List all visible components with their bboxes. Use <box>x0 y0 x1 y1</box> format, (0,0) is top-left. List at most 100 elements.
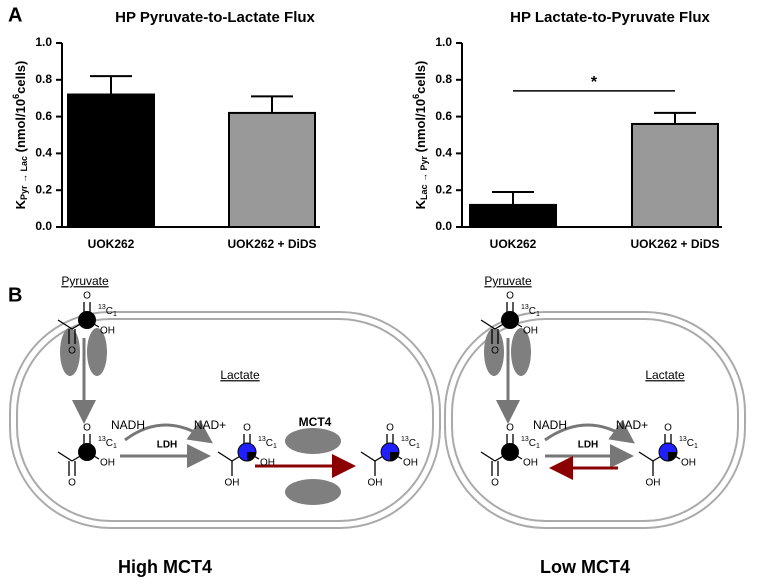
y-tick-label: 0.6 <box>35 109 52 123</box>
carbon <box>501 443 519 461</box>
atom: 13C1 <box>679 436 698 450</box>
atom: 13 <box>258 436 266 443</box>
atom: 13 <box>521 436 529 443</box>
y-axis-label-part: 6 <box>411 94 421 99</box>
x-tick-label: UOK262 + DiDS <box>630 237 719 251</box>
carbon <box>668 452 677 461</box>
atom: C <box>687 438 694 449</box>
x-tick-label: UOK262 <box>88 237 135 251</box>
cell-membrane <box>9 311 746 529</box>
y-tick-label: 0.0 <box>35 219 52 233</box>
panel-label: A <box>8 4 22 26</box>
atom: C <box>106 438 113 449</box>
atom: 1 <box>536 311 540 318</box>
carbon <box>390 452 399 461</box>
y-tick-label: 0.2 <box>35 182 52 196</box>
bar <box>469 203 557 228</box>
y-axis-label-part: cells) <box>13 61 28 94</box>
x-tick-label: UOK262 + DiDS <box>227 237 316 251</box>
arrows <box>72 338 635 480</box>
atom: O <box>491 346 499 357</box>
bar <box>67 93 155 228</box>
carbon <box>78 311 96 329</box>
atom: 13C1 <box>98 304 117 318</box>
carbon <box>247 452 256 461</box>
chart-title: HP Pyruvate-to-Lactate Flux <box>115 9 315 26</box>
atom: OH <box>368 478 383 489</box>
atom: 13C1 <box>98 436 117 450</box>
y-tick-label: 0.2 <box>435 182 452 196</box>
y-axis-label-part: K <box>13 199 28 209</box>
atom: 13 <box>98 436 106 443</box>
bond <box>480 319 496 330</box>
atom: OH <box>646 478 661 489</box>
atom: 13 <box>679 436 687 443</box>
atom: 13C1 <box>401 436 420 450</box>
label: LDH <box>157 440 178 451</box>
label: Lactate <box>220 368 260 382</box>
atom: OH <box>260 458 275 469</box>
atom: O <box>386 423 394 434</box>
atom: O <box>68 346 76 357</box>
atom: C <box>106 306 113 317</box>
cell-title: High MCT4 <box>118 557 212 577</box>
y-axis-label-part: 6 <box>11 94 21 99</box>
atom: C <box>409 438 416 449</box>
label: NADH <box>111 418 145 432</box>
atom: C <box>266 438 273 449</box>
y-tick-label: 1.0 <box>35 35 52 49</box>
atom: 1 <box>273 443 277 450</box>
y-axis-label-part: K <box>413 199 428 209</box>
atom: C <box>529 306 536 317</box>
atom: O <box>491 478 499 489</box>
panel-label: B <box>8 284 22 306</box>
y-tick-label: 0.8 <box>35 72 52 86</box>
y-tick-label: 0.6 <box>435 109 452 123</box>
atom: O <box>506 423 514 434</box>
atom: OH <box>403 458 418 469</box>
label: NAD+ <box>616 418 648 432</box>
carbon <box>501 311 519 329</box>
atom: 13C1 <box>521 304 540 318</box>
atom: OH <box>681 458 696 469</box>
atom: 1 <box>416 443 420 450</box>
y-tick-label: 1.0 <box>435 35 452 49</box>
transporters <box>60 328 531 505</box>
atom: 1 <box>694 443 698 450</box>
atom: 1 <box>113 443 117 450</box>
significance-label: * <box>591 74 598 91</box>
y-axis-label-part: (nmol/10 <box>413 99 428 156</box>
atom: O <box>506 291 514 302</box>
x-tick-label: UOK262 <box>490 237 537 251</box>
cell-title: Low MCT4 <box>540 557 630 577</box>
bond <box>360 451 376 462</box>
atom: 13C1 <box>521 436 540 450</box>
label: Pyruvate <box>61 274 109 288</box>
y-axis-label: KPyr → Lac (nmol/106cells) <box>11 61 29 210</box>
carbon <box>78 443 96 461</box>
atom: O <box>664 423 672 434</box>
y-axis-label-part: cells) <box>413 61 428 94</box>
atom: OH <box>523 458 538 469</box>
atom: O <box>243 423 251 434</box>
y-axis-label-part: Lac → Pyr <box>419 155 429 200</box>
label: MCT4 <box>299 415 332 429</box>
atom: OH <box>225 478 240 489</box>
y-tick-label: 0.4 <box>35 146 52 160</box>
label: NADH <box>533 418 567 432</box>
bond <box>217 451 233 462</box>
atom: 13 <box>401 436 409 443</box>
atom: C <box>529 438 536 449</box>
bond <box>638 451 654 462</box>
y-tick-label: 0.8 <box>435 72 452 86</box>
atom: 13 <box>98 304 106 311</box>
label: NAD+ <box>194 418 226 432</box>
atom: O <box>83 423 91 434</box>
atom: O <box>68 478 76 489</box>
bar <box>228 111 316 228</box>
atom: 1 <box>536 443 540 450</box>
atom: O <box>83 291 91 302</box>
atom: OH <box>100 326 115 337</box>
y-tick-label: 0.0 <box>435 219 452 233</box>
atom: 13 <box>521 304 529 311</box>
